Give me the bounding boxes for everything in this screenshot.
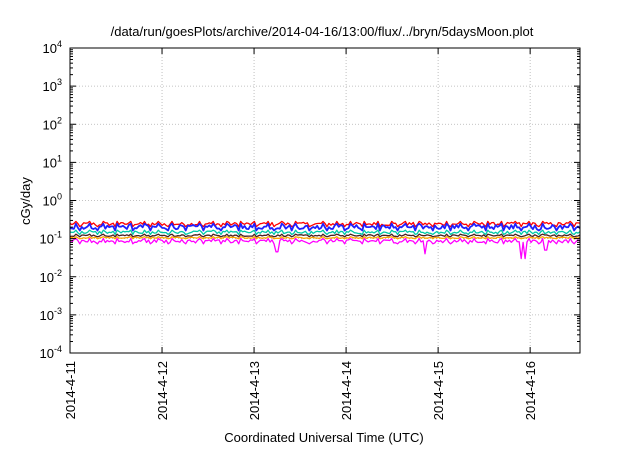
y-tick-base: 10: [40, 308, 54, 323]
series-line: [69, 237, 581, 260]
y-tick-exponent: 2: [57, 115, 62, 125]
x-tick-label: 2014-4-12: [155, 361, 170, 420]
series-line: [69, 229, 581, 236]
y-tick-label: 10-1: [40, 230, 62, 247]
series-line: [69, 236, 581, 240]
y-tick-exponent: -3: [54, 306, 62, 316]
y-tick-base: 10: [40, 346, 54, 361]
y-tick-base: 10: [43, 194, 57, 209]
y-tick-label: 100: [43, 192, 62, 209]
y-tick-label: 103: [43, 77, 62, 94]
y-tick-base: 10: [40, 232, 54, 247]
chart-title: /data/run/goesPlots/archive/2014-04-16/1…: [111, 24, 534, 39]
y-tick-label: 10-3: [40, 306, 62, 323]
y-axis-label: cGy/day: [18, 177, 33, 225]
y-tick-exponent: 1: [57, 153, 62, 163]
y-tick-label: 102: [43, 115, 62, 132]
axis-ticks: [69, 47, 580, 354]
x-tick-label: 2014-4-13: [247, 361, 262, 420]
x-tick-label: 2014-4-11: [63, 361, 78, 419]
y-tick-label: 101: [43, 153, 62, 170]
y-tick-base: 10: [43, 79, 57, 94]
y-tick-label: 10-4: [40, 344, 62, 361]
y-tick-exponent: -4: [54, 344, 62, 354]
series-line: [69, 233, 581, 238]
y-tick-exponent: -1: [54, 230, 62, 240]
y-tick-label: 10-2: [40, 268, 62, 285]
y-tick-exponent: 4: [57, 39, 62, 49]
grid-lines: [70, 48, 580, 353]
x-tick-label: 2014-4-16: [523, 361, 538, 420]
y-tick-base: 10: [40, 270, 54, 285]
y-tick-exponent: 0: [57, 192, 62, 202]
y-tick-label: 104: [43, 39, 62, 56]
x-tick-label: 2014-4-15: [431, 361, 446, 420]
y-tick-base: 10: [43, 117, 57, 132]
x-tick-label: 2014-4-14: [339, 361, 354, 420]
y-tick-exponent: -2: [54, 268, 62, 278]
x-tick-labels: 2014-4-11 2014-4-12 2014-4-13 2014-4-14 2014…: [63, 361, 538, 420]
x-axis-label: Coordinated Universal Time (UTC): [224, 430, 423, 445]
series-line: [69, 222, 581, 232]
y-tick-base: 10: [43, 155, 57, 170]
y-tick-base: 10: [43, 41, 57, 56]
y-tick-exponent: 3: [57, 77, 62, 87]
series-group: [69, 220, 581, 260]
